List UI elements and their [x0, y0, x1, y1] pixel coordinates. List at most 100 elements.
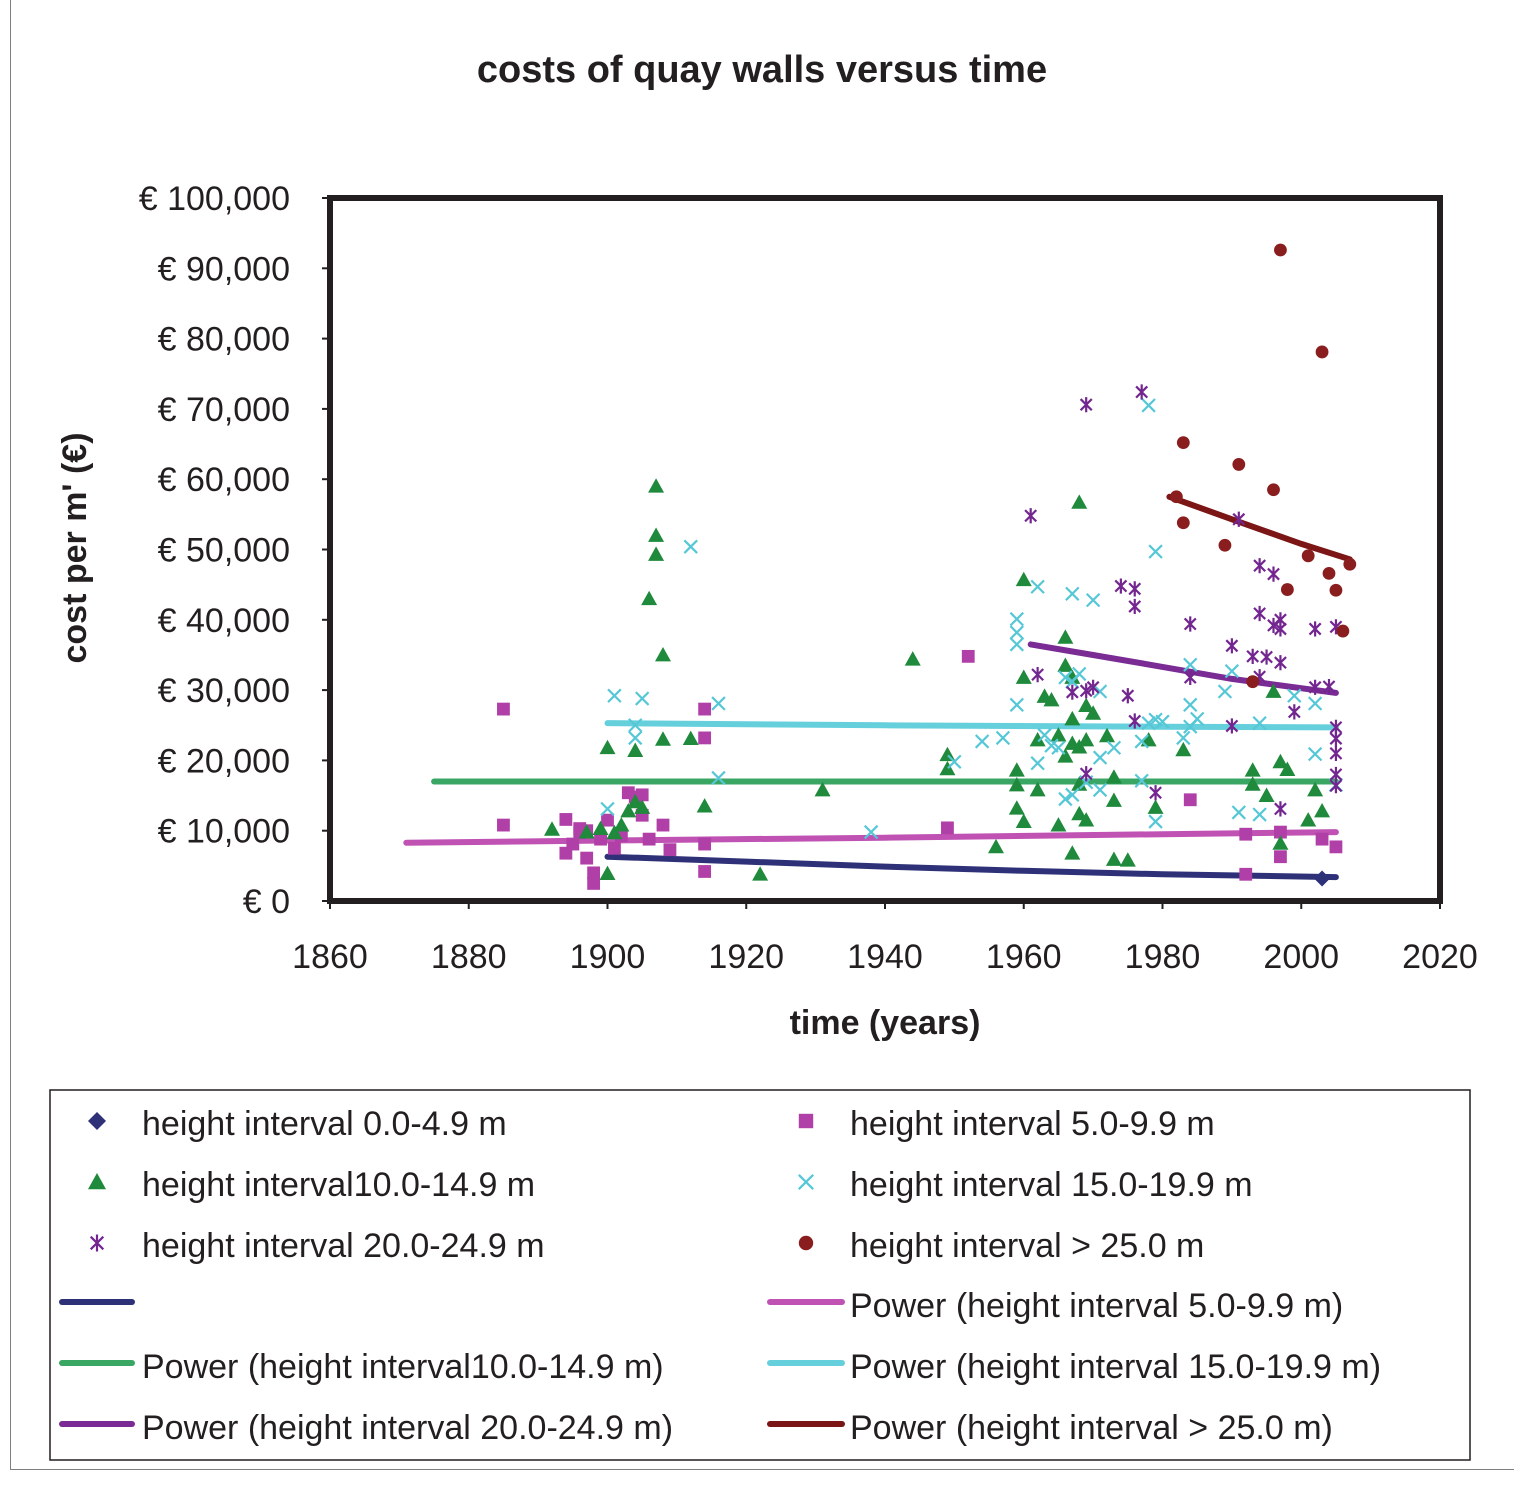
- data-point: [1176, 516, 1190, 530]
- data-point: [1274, 621, 1287, 637]
- data-point: [663, 843, 677, 857]
- data-point: [1239, 867, 1253, 881]
- data-point: [1071, 776, 1088, 791]
- data-point: [1009, 637, 1024, 652]
- data-point: [1176, 730, 1191, 746]
- data-point: [1274, 243, 1287, 257]
- data-point: [904, 651, 921, 666]
- y-axis-title: cost per m' (€): [56, 432, 94, 663]
- data-point: [1030, 579, 1045, 594]
- data-point: [1258, 787, 1275, 802]
- data-point: [1134, 734, 1149, 749]
- data-point: [1092, 684, 1108, 699]
- data-point: [648, 527, 665, 542]
- data-point: [1246, 648, 1260, 664]
- legend-box: [49, 1089, 1471, 1461]
- data-point: [1086, 679, 1100, 695]
- legend-marker: [798, 1174, 814, 1190]
- data-point: [566, 837, 580, 851]
- data-point: [592, 820, 609, 835]
- data-point: [648, 478, 665, 493]
- data-point: [497, 818, 510, 832]
- data-point: [1030, 756, 1045, 771]
- trendline: [1027, 641, 1339, 696]
- data-point: [1239, 827, 1253, 841]
- data-point: [711, 770, 726, 786]
- data-point: [1065, 586, 1080, 601]
- data-point: [1029, 781, 1046, 797]
- data-point: [1329, 583, 1343, 597]
- data-point: [1119, 852, 1136, 867]
- data-point: [1105, 792, 1122, 807]
- data-point: [1274, 655, 1287, 671]
- data-point: [1105, 769, 1122, 784]
- data-point: [1031, 667, 1044, 683]
- data-point: [1057, 657, 1074, 672]
- data-point: [1231, 805, 1246, 820]
- data-point: [1092, 750, 1108, 765]
- data-point: [1183, 657, 1198, 672]
- data-point: [1155, 714, 1170, 729]
- legend-marker: [798, 1235, 814, 1251]
- data-point: [620, 803, 637, 818]
- data-point: [1301, 549, 1315, 563]
- data-point: [599, 865, 616, 880]
- x-tick-label: 2020: [1402, 938, 1478, 976]
- data-point: [1071, 805, 1088, 821]
- data-point: [1008, 762, 1025, 777]
- data-point: [1329, 745, 1343, 761]
- legend-label: height interval 15.0-19.9 m: [850, 1166, 1253, 1204]
- data-point: [1225, 638, 1239, 654]
- data-point: [1105, 851, 1122, 866]
- trendline: [604, 720, 1339, 731]
- data-point: [1274, 801, 1287, 817]
- data-point: [683, 539, 698, 554]
- data-point: [1092, 782, 1108, 798]
- data-point: [1314, 803, 1331, 818]
- data-point: [939, 760, 956, 776]
- data-point: [698, 731, 712, 745]
- trendline: [604, 853, 1339, 881]
- data-point: [1244, 762, 1261, 777]
- x-tick-label: 1940: [847, 938, 923, 976]
- data-point: [634, 799, 651, 814]
- trendlines: [403, 493, 1353, 881]
- data-point: [1190, 711, 1205, 727]
- data-point: [1336, 624, 1350, 638]
- y-tick-label: € 90,000: [158, 250, 290, 288]
- y-tick-labels: € 0 € 10,000 € 20,000 € 30,000 € 40,000 € 50,…: [139, 180, 330, 921]
- data-point: [1183, 793, 1197, 807]
- legend-marker: [88, 1173, 106, 1190]
- data-point: [698, 865, 712, 878]
- data-point: [1057, 748, 1074, 763]
- data-point: [606, 824, 623, 840]
- data-point: [1169, 490, 1183, 504]
- data-point: [628, 718, 643, 733]
- data-point: [1037, 727, 1052, 743]
- data-point: [1065, 787, 1080, 803]
- legend-label: Power (height interval 15.0-19.9 m): [850, 1348, 1381, 1386]
- data-point: [1329, 778, 1343, 794]
- data-point: [1280, 583, 1294, 596]
- data-point: [696, 798, 713, 813]
- data-point: [1078, 812, 1095, 827]
- data-point: [1279, 761, 1296, 776]
- data-point: [1009, 611, 1024, 627]
- y-tick-label: € 10,000: [158, 813, 290, 851]
- data-point: [1246, 675, 1260, 689]
- data-point: [648, 546, 665, 561]
- data-point: [628, 730, 643, 746]
- data-point: [1314, 870, 1331, 887]
- x-tick-label: 1860: [292, 938, 368, 976]
- legend-marker: [88, 1112, 106, 1130]
- data-point: [1141, 715, 1156, 731]
- y-tick-label: € 80,000: [158, 321, 290, 359]
- data-point: [1308, 621, 1322, 637]
- data-point: [607, 688, 622, 703]
- data-point: [947, 754, 962, 769]
- data-point: [1064, 710, 1081, 726]
- data-point: [587, 866, 601, 880]
- data-point: [1287, 688, 1302, 703]
- data-point: [594, 832, 607, 846]
